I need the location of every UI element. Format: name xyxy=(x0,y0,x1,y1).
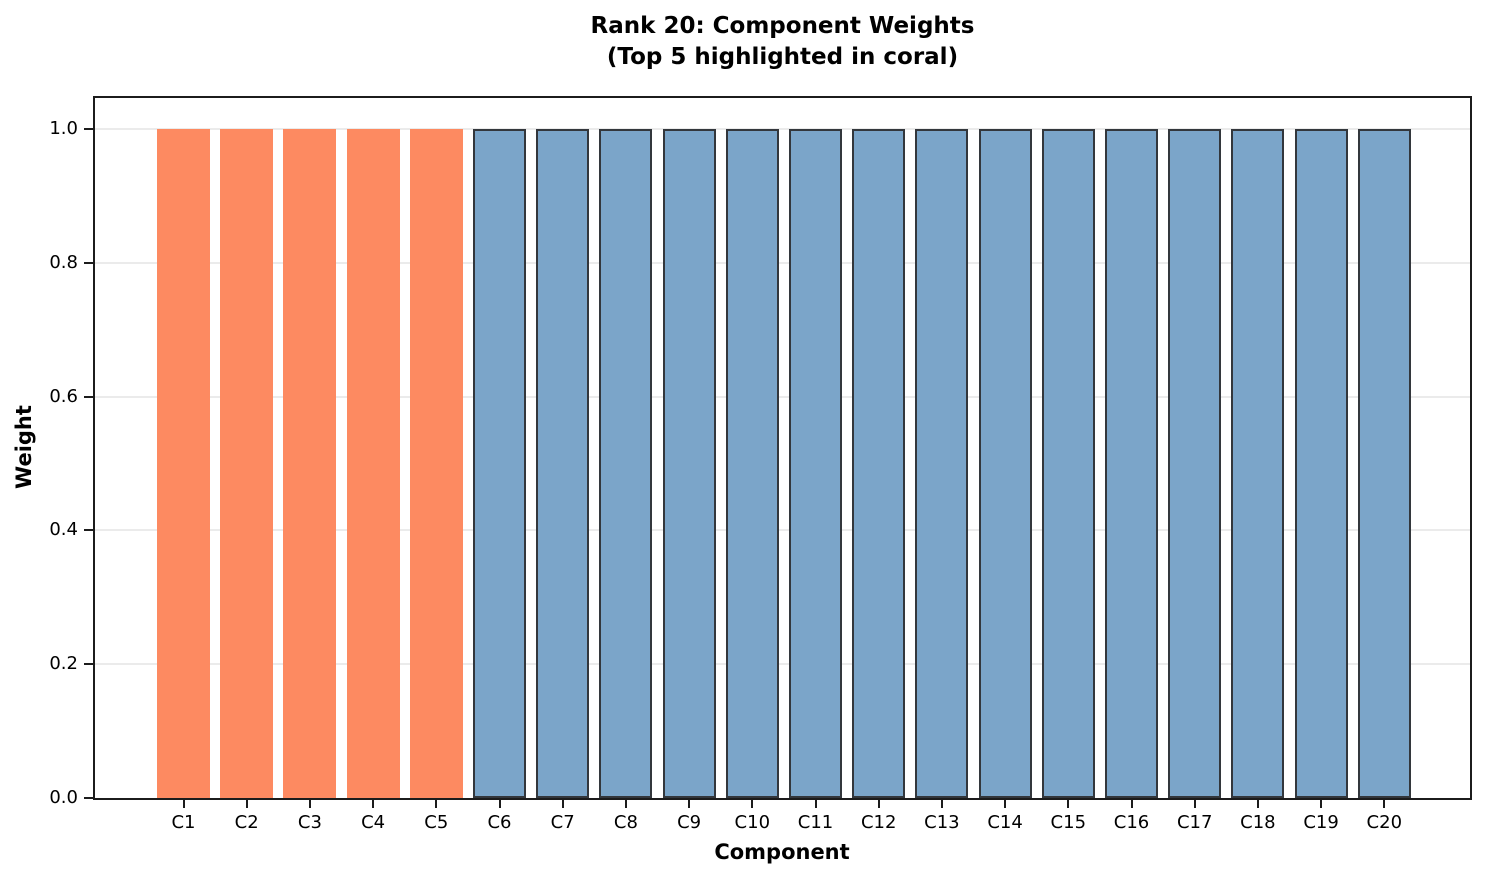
bar-c2 xyxy=(220,129,274,798)
x-tick-mark-c14 xyxy=(1004,800,1007,808)
x-tick-mark-c17 xyxy=(1193,800,1196,808)
y-tick-mark-0.4 xyxy=(84,529,93,532)
x-tick-label-c17: C17 xyxy=(1176,812,1213,833)
y-tick-mark-1.0 xyxy=(84,128,93,130)
x-tick-label-c15: C15 xyxy=(1050,812,1087,833)
bar-c18 xyxy=(1231,129,1285,798)
bar-c16 xyxy=(1105,129,1158,798)
y-tick-label-0.6: 0.6 xyxy=(49,385,78,407)
x-tick-label-c18: C18 xyxy=(1240,812,1276,833)
x-tick-mark-c18 xyxy=(1256,800,1259,808)
x-tick-label-c13: C13 xyxy=(924,812,960,833)
bar-c1 xyxy=(157,129,210,798)
bar-c9 xyxy=(662,129,716,798)
y-tick-label-1.0: 1.0 xyxy=(49,118,78,139)
x-tick-mark-c11 xyxy=(814,800,817,808)
bar-c5 xyxy=(409,129,463,798)
x-tick-label-c20: C20 xyxy=(1366,812,1403,833)
bar-c14 xyxy=(978,129,1032,798)
y-tick-label-0.4: 0.4 xyxy=(49,519,78,541)
bar-c6 xyxy=(473,129,526,798)
x-tick-mark-c16 xyxy=(1130,800,1133,808)
x-tick-mark-c15 xyxy=(1067,800,1070,808)
bar-c8 xyxy=(599,129,653,798)
x-tick-label-c10: C10 xyxy=(734,812,771,833)
x-tick-mark-c4 xyxy=(372,800,375,808)
gridline-y-0.6 xyxy=(95,395,1470,398)
gridline-y-1.0 xyxy=(95,128,1470,130)
bar-c4 xyxy=(346,129,400,798)
y-tick-mark-0.6 xyxy=(84,395,93,398)
chart-title-line2: (Top 5 highlighted in coral) xyxy=(606,44,959,70)
x-tick-label-c9: C9 xyxy=(677,812,702,833)
x-tick-mark-c1 xyxy=(182,800,185,808)
x-tick-mark-c13 xyxy=(940,800,943,808)
x-tick-label-c14: C14 xyxy=(987,812,1023,833)
gridline-y-0.4 xyxy=(95,529,1470,532)
y-tick-mark-0.2 xyxy=(84,663,93,666)
bar-c19 xyxy=(1294,129,1348,798)
x-tick-label-c11: C11 xyxy=(797,812,834,833)
chart-title-line1: Rank 20: Component Weights xyxy=(590,13,975,39)
x-tick-label-c4: C4 xyxy=(361,812,386,833)
y-tick-mark-0.8 xyxy=(84,261,93,264)
gridline-y-0.2 xyxy=(95,663,1470,666)
x-axis-label: Component xyxy=(714,840,850,864)
x-tick-label-c12: C12 xyxy=(860,812,897,833)
bar-c17 xyxy=(1168,129,1222,798)
x-tick-label-c5: C5 xyxy=(424,812,449,833)
x-tick-label-c2: C2 xyxy=(234,812,259,833)
x-tick-mark-c5 xyxy=(435,800,438,808)
bar-c11 xyxy=(789,129,842,798)
x-tick-label-c7: C7 xyxy=(550,812,575,833)
gridline-y-0.8 xyxy=(95,261,1470,264)
bar-c7 xyxy=(536,129,590,798)
y-tick-label-0.0: 0.0 xyxy=(49,787,78,808)
x-tick-label-c8: C8 xyxy=(613,812,638,833)
bar-c13 xyxy=(915,129,969,798)
bar-c15 xyxy=(1041,129,1095,798)
bar-c10 xyxy=(725,129,779,798)
x-tick-mark-c6 xyxy=(498,800,501,808)
x-tick-label-c16: C16 xyxy=(1113,812,1150,833)
y-tick-label-0.8: 0.8 xyxy=(49,251,78,273)
x-tick-mark-c19 xyxy=(1320,800,1323,808)
bar-c12 xyxy=(852,129,906,798)
x-tick-label-c19: C19 xyxy=(1303,812,1339,833)
chart-title: Rank 20: Component Weights (Top 5 highli… xyxy=(93,11,1472,73)
bar-c20 xyxy=(1357,129,1411,798)
x-tick-label-c1: C1 xyxy=(171,812,196,833)
x-tick-mark-c20 xyxy=(1383,800,1386,808)
y-tick-mark-0.0 xyxy=(84,797,93,799)
plot-area xyxy=(93,96,1472,800)
x-tick-mark-c3 xyxy=(308,800,311,808)
y-axis-label: Weight xyxy=(12,405,36,489)
x-tick-mark-c10 xyxy=(751,800,754,808)
x-tick-label-c6: C6 xyxy=(487,812,512,833)
x-tick-label-c3: C3 xyxy=(297,812,322,833)
x-tick-mark-c9 xyxy=(688,800,691,808)
y-tick-label-0.2: 0.2 xyxy=(49,653,78,675)
x-tick-mark-c8 xyxy=(624,800,627,808)
x-tick-mark-c7 xyxy=(561,800,564,808)
x-tick-mark-c2 xyxy=(245,800,248,808)
bar-c3 xyxy=(283,129,337,798)
x-tick-mark-c12 xyxy=(877,800,880,808)
